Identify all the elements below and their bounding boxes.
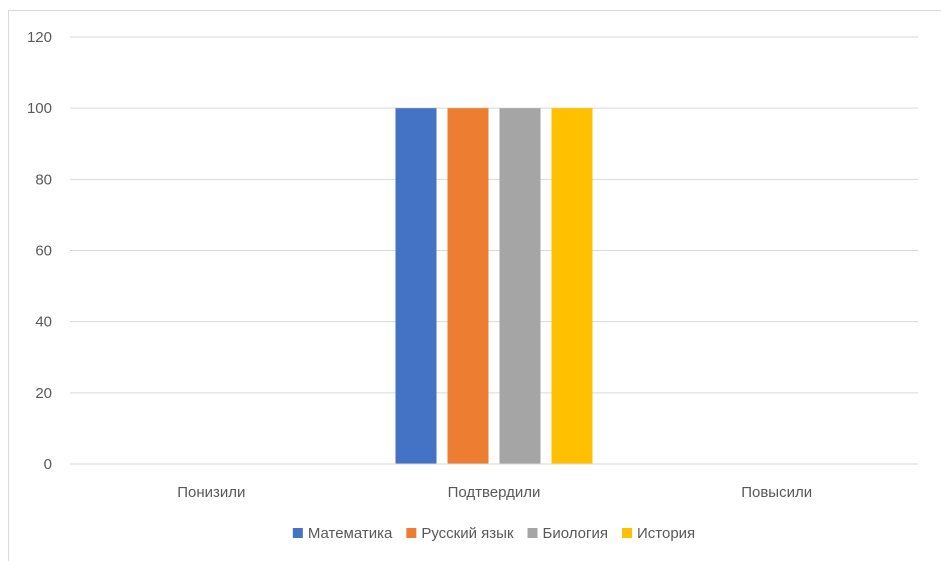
bars — [395, 108, 593, 465]
y-tick-label: 0 — [44, 456, 52, 473]
y-tick-label: 120 — [27, 29, 52, 46]
y-tick-label: 80 — [35, 171, 52, 188]
gridlines — [70, 36, 918, 394]
x-category-label: Понизили — [177, 484, 245, 501]
legend-swatch — [527, 528, 538, 538]
legend-swatch — [292, 528, 303, 538]
bar — [447, 108, 489, 465]
legend-swatch — [622, 528, 633, 538]
legend-label: Русский язык — [421, 525, 514, 542]
legend: Математика Русский язык Биология История — [292, 525, 695, 542]
y-tick-label: 60 — [35, 243, 52, 260]
legend-label: История — [637, 525, 695, 542]
y-tick-label: 40 — [35, 314, 52, 331]
bar — [395, 108, 437, 465]
legend-swatch — [406, 528, 417, 538]
bar — [499, 108, 541, 465]
x-category-label: Подтвердили — [448, 484, 541, 501]
y-tick-label: 20 — [35, 385, 52, 402]
legend-label: Математика — [308, 525, 393, 542]
x-category-label: Повысили — [741, 484, 812, 501]
y-axis-tick-labels: 0 20 40 60 80 100 120 — [27, 29, 52, 473]
x-axis-category-labels: Понизили Подтвердили Повысили — [177, 484, 812, 501]
bar — [551, 108, 593, 465]
y-tick-label: 100 — [27, 100, 52, 117]
legend-label: Биология — [543, 525, 608, 542]
